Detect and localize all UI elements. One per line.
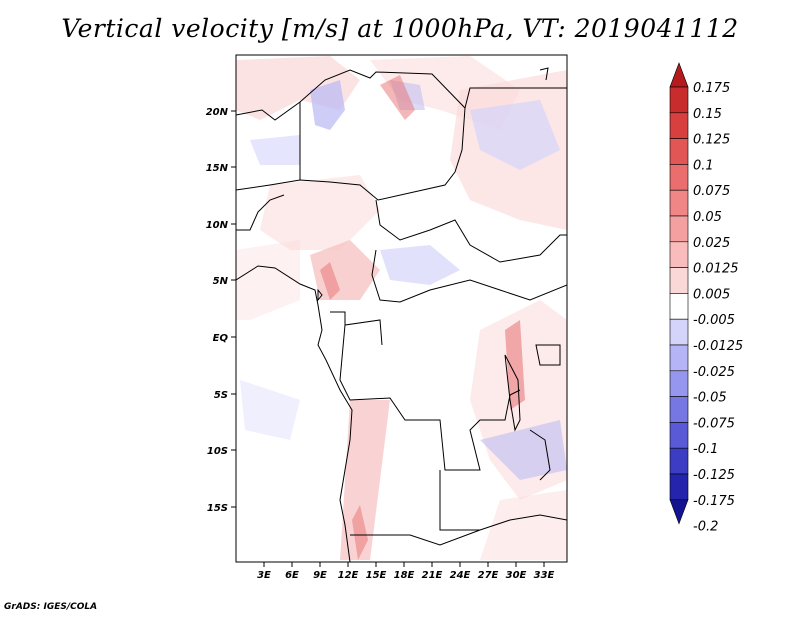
colorbar-label: 0.0125 xyxy=(693,262,739,277)
colorbar-label: -0.125 xyxy=(693,468,735,483)
colorbar-segment xyxy=(669,112,689,139)
footer-credit: GrADS: IGES/COLA xyxy=(4,602,98,612)
colorbar-label: -0.175 xyxy=(693,494,735,509)
colorbar-segment xyxy=(669,396,689,423)
colorbar-label: 0.175 xyxy=(693,81,730,96)
colorbar-label: 0.005 xyxy=(693,287,730,302)
colorbar-label: 0.075 xyxy=(693,184,730,199)
colorbar-label: -0.05 xyxy=(693,391,727,406)
colorbar-label: 0.125 xyxy=(693,133,730,148)
lat-label-20n: 20N xyxy=(206,107,229,118)
lon-label-9e: 9E xyxy=(313,570,327,581)
lat-label-10n: 10N xyxy=(206,220,229,231)
lon-ticks xyxy=(263,562,545,567)
chart-title: Vertical velocity [m/s] at 1000hPa, VT: … xyxy=(61,14,739,43)
colorbar-segment xyxy=(669,86,689,114)
colorbar-top-triangle xyxy=(669,62,689,88)
velocity-field xyxy=(236,55,567,562)
colorbar-segment xyxy=(669,447,689,475)
colorbar-segment xyxy=(669,318,689,346)
lon-label-6e: 6E xyxy=(285,570,299,581)
colorbar-segment xyxy=(669,267,689,294)
map-frame xyxy=(235,54,568,563)
lat-ticks xyxy=(231,110,236,508)
colorbar-segment xyxy=(669,138,689,165)
lon-label-15e: 15E xyxy=(366,570,387,581)
colorbar-segment xyxy=(669,473,689,501)
lon-label-33e: 33E xyxy=(534,570,555,581)
colorbar-label: -0.005 xyxy=(693,313,735,328)
colorbar-label: -0.0125 xyxy=(693,339,743,354)
colorbar-label: 0.15 xyxy=(693,107,722,122)
lon-label-27e: 27E xyxy=(478,570,499,581)
lon-label-3e: 3E xyxy=(257,570,271,581)
country-borders xyxy=(236,67,567,562)
colorbar-label: 0.05 xyxy=(693,210,722,225)
lon-label-21e: 21E xyxy=(422,570,443,581)
colorbar-segment xyxy=(669,344,689,372)
lat-label-eq: EQ xyxy=(213,333,229,344)
lat-labels: 20N 15N 10N 5N EQ 5S 10S 15S xyxy=(206,107,229,514)
lat-label-5s: 5S xyxy=(214,390,228,401)
lat-label-10s: 10S xyxy=(207,446,228,457)
colorbar-bottom-triangle xyxy=(669,499,689,525)
colorbar-segment xyxy=(669,293,689,320)
colorbar-segment xyxy=(669,422,689,449)
colorbar: 0.175 0.15 0.125 0.1 0.075 0.05 0.025 0.0125 0.0… xyxy=(669,62,743,535)
colorbar-segment xyxy=(669,164,689,191)
colorbar-label: -0.2 xyxy=(693,520,718,535)
colorbar-segment xyxy=(669,370,689,397)
colorbar-label: 0.025 xyxy=(693,236,730,251)
lat-label-5n: 5N xyxy=(213,276,229,287)
colorbar-label: -0.025 xyxy=(693,365,735,380)
lon-labels: 3E 6E 9E 12E 15E 18E 21E 24E 27E 30E 33E xyxy=(257,570,554,581)
lon-label-30e: 30E xyxy=(506,570,527,581)
colorbar-segment xyxy=(669,189,689,217)
colorbar-label: -0.1 xyxy=(693,442,718,457)
colorbar-segment xyxy=(669,215,689,243)
lat-label-15s: 15S xyxy=(207,503,228,514)
colorbar-segment xyxy=(669,241,689,268)
lon-label-12e: 12E xyxy=(338,570,359,581)
lat-label-15n: 15N xyxy=(206,163,229,174)
colorbar-label: 0.1 xyxy=(693,158,714,173)
lon-label-18e: 18E xyxy=(394,570,415,581)
lon-label-24e: 24E xyxy=(450,570,471,581)
colorbar-label: -0.075 xyxy=(693,416,735,431)
